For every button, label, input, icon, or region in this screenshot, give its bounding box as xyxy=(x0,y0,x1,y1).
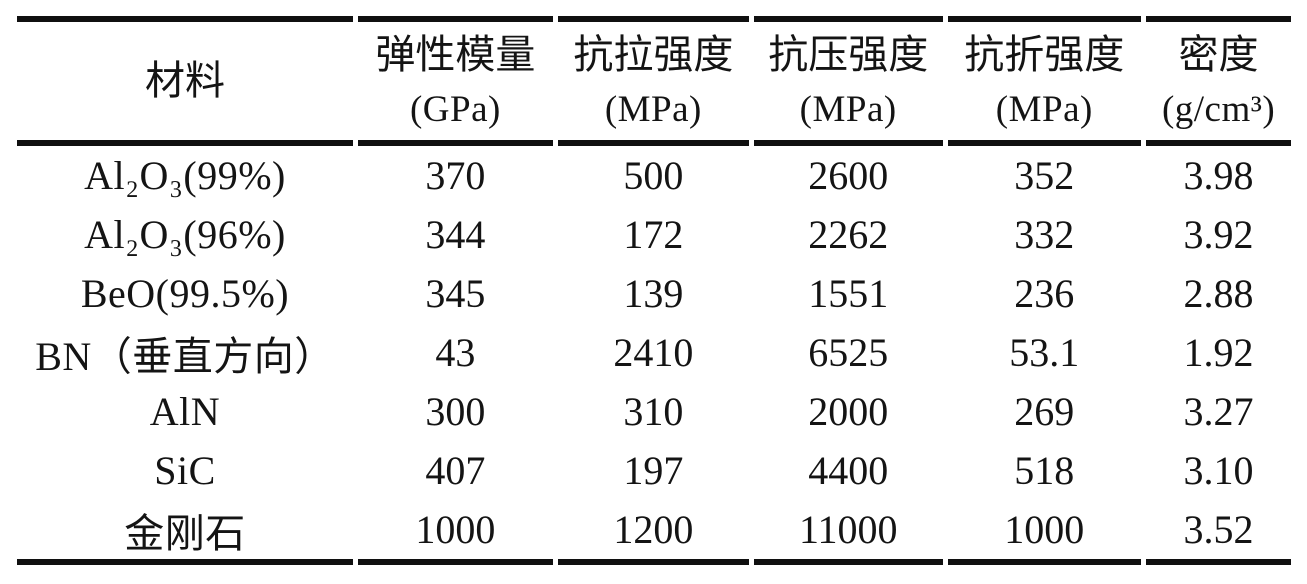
table-row: BeO(99.5%) 345 139 1551 236 2.88 xyxy=(17,264,1291,323)
value-cell: 310 xyxy=(623,389,684,434)
value-cell: 11000 xyxy=(753,500,943,565)
table-row: SiC 407 197 4400 518 3.10 xyxy=(17,441,1291,500)
value-cell: 3.52 xyxy=(1146,500,1291,565)
table-row: BN（垂直方向） 43 2410 6525 53.1 1.92 xyxy=(17,323,1291,382)
value-cell: 1000 xyxy=(357,500,553,565)
value-cell: 197 xyxy=(623,448,684,493)
value-cell: 300 xyxy=(425,389,486,434)
column-header: 抗拉强度 (MPa) xyxy=(557,16,749,146)
material-name-cell: AlN xyxy=(149,389,221,434)
value-cell: 2262 xyxy=(808,212,889,257)
value-cell: 352 xyxy=(1014,153,1075,198)
column-header: 抗折强度 (MPa) xyxy=(947,16,1142,146)
column-header: 抗压强度 (MPa) xyxy=(753,16,943,146)
column-header-label: 抗折强度 xyxy=(964,31,1125,77)
value-cell: 6525 xyxy=(808,330,889,375)
value-cell: 172 xyxy=(623,212,684,257)
value-cell: 500 xyxy=(623,153,684,198)
column-header-unit: (MPa) xyxy=(604,88,702,130)
value-cell: 370 xyxy=(425,153,486,198)
value-cell: 2410 xyxy=(613,330,694,375)
material-name-cell: Al₂O₃(99%) xyxy=(84,153,286,198)
value-cell: 345 xyxy=(425,271,486,316)
value-cell: 1.92 xyxy=(1183,330,1254,375)
table-row: Al₂O₃(99%) 370 500 2600 352 3.98 xyxy=(17,146,1291,205)
column-header-label: 抗压强度 xyxy=(768,31,929,77)
material-name-cell: BN（垂直方向） xyxy=(35,333,335,379)
column-header-unit: (MPa) xyxy=(799,88,897,130)
table-row: 金刚石 1000 1200 11000 1000 3.52 xyxy=(17,500,1291,565)
value-cell: 43 xyxy=(435,330,476,375)
column-header-label: 材料 xyxy=(144,58,225,103)
column-header-unit: (GPa) xyxy=(409,88,501,130)
value-cell: 1200 xyxy=(557,500,749,565)
value-cell: 2000 xyxy=(808,389,889,434)
value-cell: 4400 xyxy=(808,448,889,493)
table-row: Al₂O₃(96%) 344 172 2262 332 3.92 xyxy=(17,205,1291,264)
value-cell: 332 xyxy=(1014,212,1075,257)
column-header-label: 抗拉强度 xyxy=(573,31,734,77)
material-name-cell: 金刚石 xyxy=(17,500,353,565)
value-cell: 3.98 xyxy=(1183,153,1254,198)
material-name-cell: SiC xyxy=(154,448,216,493)
header-row: 材料 弹性模量 (GPa) 抗拉强度 (MPa) 抗压强度 (MPa) 抗折强度 (MPa) 密度… xyxy=(17,16,1291,146)
value-cell: 1551 xyxy=(808,271,889,316)
value-cell: 344 xyxy=(425,212,486,257)
value-cell: 3.10 xyxy=(1183,448,1254,493)
column-header: 弹性模量 (GPa) xyxy=(357,16,553,146)
materials-properties-table: 材料 弹性模量 (GPa) 抗拉强度 (MPa) 抗压强度 (MPa) 抗折强度 (MPa) 密度… xyxy=(12,16,1296,565)
value-cell: 3.92 xyxy=(1183,212,1254,257)
value-cell: 2600 xyxy=(808,153,889,198)
material-name-cell: BeO(99.5%) xyxy=(80,271,290,316)
column-header-label: 弹性模量 xyxy=(375,31,536,77)
value-cell: 518 xyxy=(1014,448,1075,493)
value-cell: 3.27 xyxy=(1183,389,1254,434)
value-cell: 236 xyxy=(1014,271,1075,316)
column-header-unit: (MPa) xyxy=(995,88,1093,130)
value-cell: 1000 xyxy=(947,500,1142,565)
value-cell: 139 xyxy=(623,271,684,316)
value-cell: 53.1 xyxy=(1009,330,1080,375)
column-header-label: 密度 xyxy=(1178,31,1259,77)
value-cell: 407 xyxy=(425,448,486,493)
column-header-unit: (g/cm³) xyxy=(1161,88,1276,130)
material-name-cell: Al₂O₃(96%) xyxy=(84,212,286,257)
value-cell: 2.88 xyxy=(1183,271,1254,316)
value-cell: 269 xyxy=(1014,389,1075,434)
table-row: AlN 300 310 2000 269 3.27 xyxy=(17,382,1291,441)
column-header: 密度 (g/cm³) xyxy=(1146,16,1291,146)
column-header: 材料 xyxy=(17,16,353,146)
